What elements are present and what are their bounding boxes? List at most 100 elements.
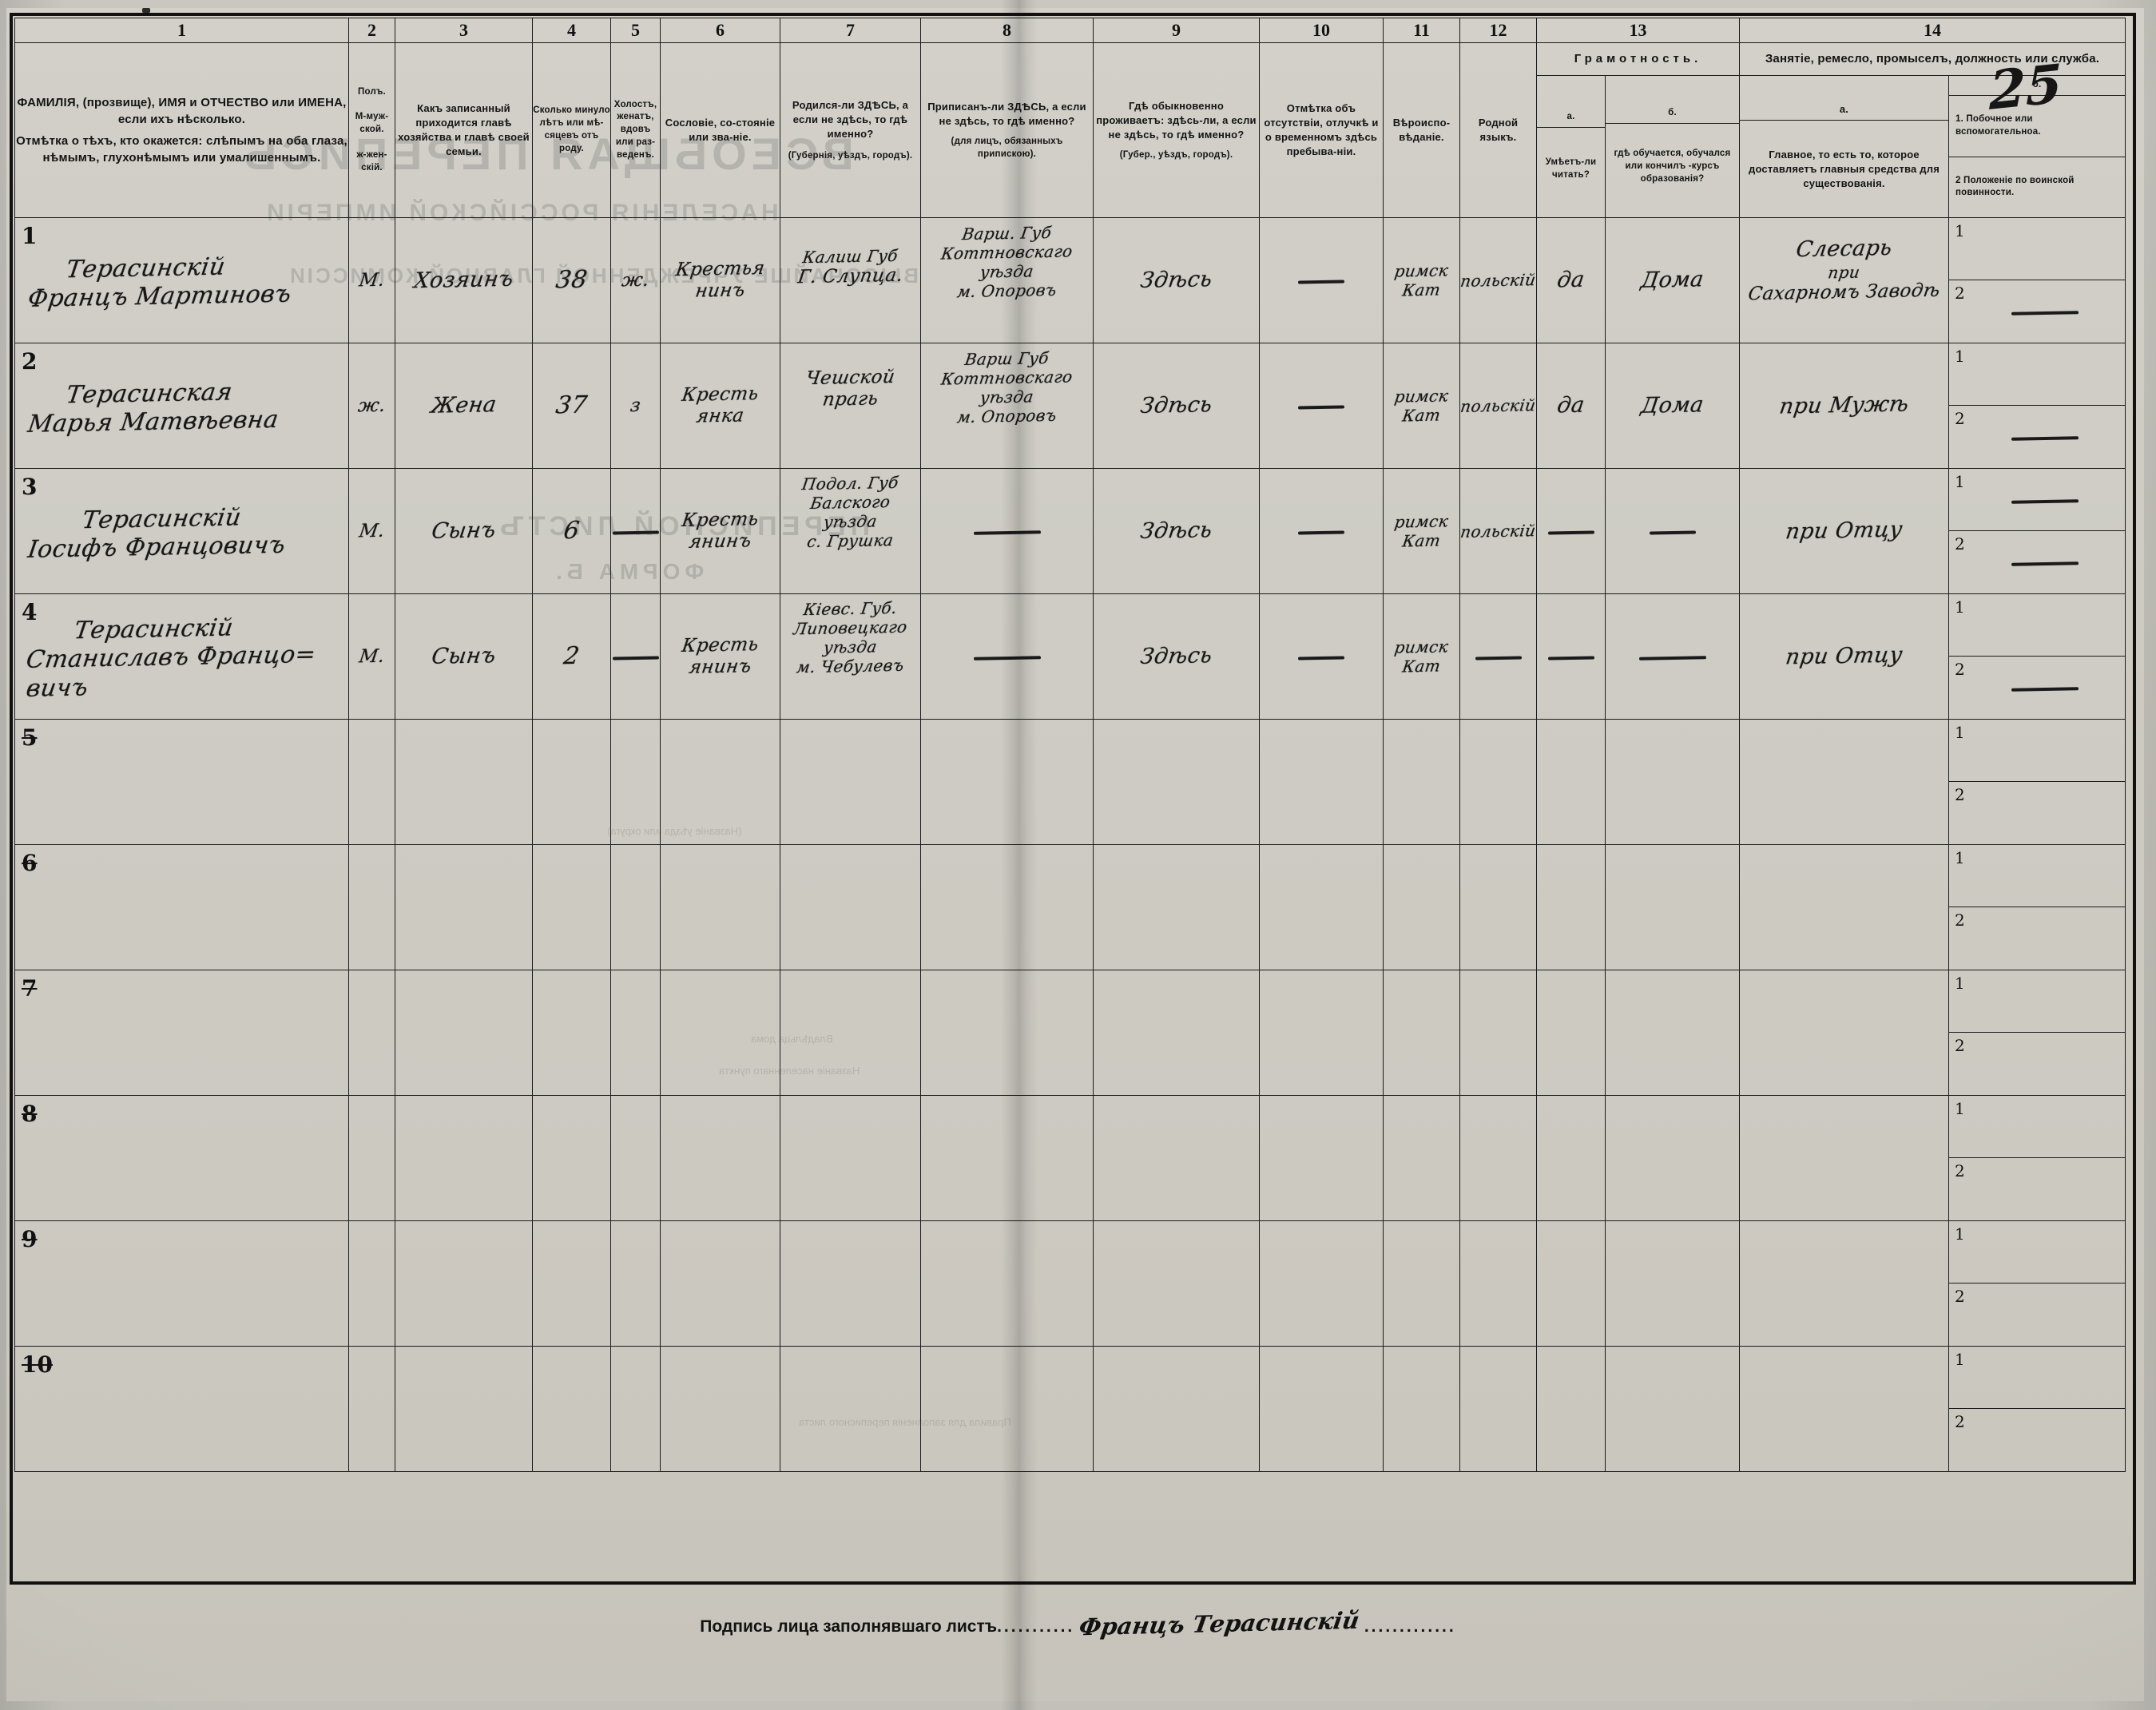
row-2-literacy-b[interactable]: Дома	[1605, 343, 1740, 470]
row-7-residence[interactable]	[1093, 970, 1260, 1097]
table-row[interactable]: 9 1 2	[14, 1220, 2126, 1347]
row-3-estate[interactable]: Кресть янинъ	[660, 468, 780, 595]
row-7-relation[interactable]	[395, 970, 533, 1097]
row-7-occupation-main[interactable]	[1739, 970, 1949, 1097]
row-3-language[interactable]: польскій	[1459, 468, 1537, 595]
row-8-sex[interactable]	[348, 1095, 395, 1222]
row-10-registered[interactable]	[920, 1346, 1094, 1473]
row-5-occupation-main[interactable]	[1739, 719, 1949, 846]
row-10-name[interactable]: 10	[14, 1346, 349, 1473]
row-1-birthplace[interactable]: Калиш Губ Г. Слупца.	[780, 217, 921, 344]
table-row[interactable]: 3 Терасинскій Іосифъ Францовичъ М. Сынъ …	[14, 468, 2126, 595]
row-1-relation[interactable]: Хозяинъ	[395, 217, 533, 344]
row-5-estate[interactable]	[660, 719, 780, 846]
row-2-religion[interactable]: римск Кат	[1383, 343, 1460, 470]
row-6-occupation-main[interactable]	[1739, 844, 1949, 971]
row-10-occupation-side[interactable]: 1 2	[1948, 1346, 2126, 1473]
row-5-literacy-b[interactable]	[1605, 719, 1740, 846]
row-9-literacy-a[interactable]	[1536, 1220, 1606, 1347]
row-2-estate[interactable]: Кресть янка	[660, 343, 780, 470]
row-3-marital[interactable]	[610, 468, 661, 595]
row-3-registered[interactable]	[920, 468, 1094, 595]
row-1-language[interactable]: польскій	[1459, 217, 1537, 344]
row-4-registered[interactable]	[920, 593, 1094, 720]
row-10-birthplace[interactable]	[780, 1346, 921, 1473]
row-2-language[interactable]: польскій	[1459, 343, 1537, 470]
row-10-language[interactable]	[1459, 1346, 1537, 1473]
row-6-residence[interactable]	[1093, 844, 1260, 971]
row-9-occupation-main[interactable]	[1739, 1220, 1949, 1347]
row-9-language[interactable]	[1459, 1220, 1537, 1347]
row-5-sex[interactable]	[348, 719, 395, 846]
row-9-religion[interactable]	[1383, 1220, 1460, 1347]
row-6-registered[interactable]	[920, 844, 1094, 971]
row-5-marital[interactable]	[610, 719, 661, 846]
row-9-absence[interactable]	[1259, 1220, 1384, 1347]
row-4-estate[interactable]: Кресть янинъ	[660, 593, 780, 720]
row-2-absence[interactable]	[1259, 343, 1384, 470]
table-row[interactable]: 8 1 2	[14, 1095, 2126, 1222]
row-9-residence[interactable]	[1093, 1220, 1260, 1347]
row-5-religion[interactable]	[1383, 719, 1460, 846]
row-9-estate[interactable]	[660, 1220, 780, 1347]
row-2-registered[interactable]: Варш Губ Коттновскаго уѣзда м. Опоровъ	[920, 343, 1094, 470]
row-6-religion[interactable]	[1383, 844, 1460, 971]
row-4-marital[interactable]	[610, 593, 661, 720]
row-9-occupation-side[interactable]: 1 2	[1948, 1220, 2126, 1347]
table-row[interactable]: 2 Терасинская Марья Матвѣевна ж. Жена 37…	[14, 343, 2126, 470]
row-6-birthplace[interactable]	[780, 844, 921, 971]
row-2-name[interactable]: 2 Терасинская Марья Матвѣевна	[14, 343, 349, 470]
row-10-religion[interactable]	[1383, 1346, 1460, 1473]
row-10-marital[interactable]	[610, 1346, 661, 1473]
row-5-relation[interactable]	[395, 719, 533, 846]
row-1-literacy-b[interactable]: Дома	[1605, 217, 1740, 344]
row-1-marital[interactable]: ж.	[610, 217, 661, 344]
signature-value[interactable]: Францъ Терасинскій	[1077, 1606, 1362, 1641]
row-5-literacy-a[interactable]	[1536, 719, 1606, 846]
row-10-literacy-b[interactable]	[1605, 1346, 1740, 1473]
row-6-occupation-side[interactable]: 1 2	[1948, 844, 2126, 971]
row-3-occupation-main[interactable]: при Отцу	[1739, 468, 1949, 595]
row-5-language[interactable]	[1459, 719, 1537, 846]
row-10-relation[interactable]	[395, 1346, 533, 1473]
row-8-relation[interactable]	[395, 1095, 533, 1222]
row-8-language[interactable]	[1459, 1095, 1537, 1222]
row-6-marital[interactable]	[610, 844, 661, 971]
row-5-birthplace[interactable]	[780, 719, 921, 846]
row-5-name[interactable]: 5	[14, 719, 349, 846]
row-1-religion[interactable]: римск Кат	[1383, 217, 1460, 344]
row-4-literacy-a[interactable]	[1536, 593, 1606, 720]
row-3-literacy-a[interactable]	[1536, 468, 1606, 595]
row-1-occupation-main[interactable]: Слесарь при Сахарномъ Заводѣ	[1739, 217, 1949, 344]
row-3-relation[interactable]: Сынъ	[395, 468, 533, 595]
row-9-sex[interactable]	[348, 1220, 395, 1347]
row-2-literacy-a[interactable]: да	[1536, 343, 1606, 470]
row-6-literacy-b[interactable]	[1605, 844, 1740, 971]
row-3-age[interactable]: 6	[532, 468, 611, 595]
row-7-religion[interactable]	[1383, 970, 1460, 1097]
row-7-name[interactable]: 7	[14, 970, 349, 1097]
row-9-age[interactable]	[532, 1220, 611, 1347]
row-3-absence[interactable]	[1259, 468, 1384, 595]
row-6-sex[interactable]	[348, 844, 395, 971]
table-row[interactable]: 10 1 2	[14, 1346, 2126, 1473]
row-3-birthplace[interactable]: Подол. Губ Балского уѣзда с. Грушка	[780, 468, 921, 595]
row-8-registered[interactable]	[920, 1095, 1094, 1222]
row-3-religion[interactable]: римск Кат	[1383, 468, 1460, 595]
row-3-literacy-b[interactable]	[1605, 468, 1740, 595]
row-2-marital[interactable]: з	[610, 343, 661, 470]
row-6-relation[interactable]	[395, 844, 533, 971]
row-4-religion[interactable]: римск Кат	[1383, 593, 1460, 720]
row-2-birthplace[interactable]: Чешской прагь	[780, 343, 921, 470]
row-4-occupation-side[interactable]: 1 2	[1948, 593, 2126, 720]
row-8-estate[interactable]	[660, 1095, 780, 1222]
row-8-literacy-b[interactable]	[1605, 1095, 1740, 1222]
row-2-age[interactable]: 37	[532, 343, 611, 470]
row-3-residence[interactable]: Здѣсь	[1093, 468, 1260, 595]
row-7-marital[interactable]	[610, 970, 661, 1097]
row-5-registered[interactable]	[920, 719, 1094, 846]
row-4-sex[interactable]: М.	[348, 593, 395, 720]
row-8-literacy-a[interactable]	[1536, 1095, 1606, 1222]
row-3-occupation-side[interactable]: 1 2	[1948, 468, 2126, 595]
row-10-literacy-a[interactable]	[1536, 1346, 1606, 1473]
